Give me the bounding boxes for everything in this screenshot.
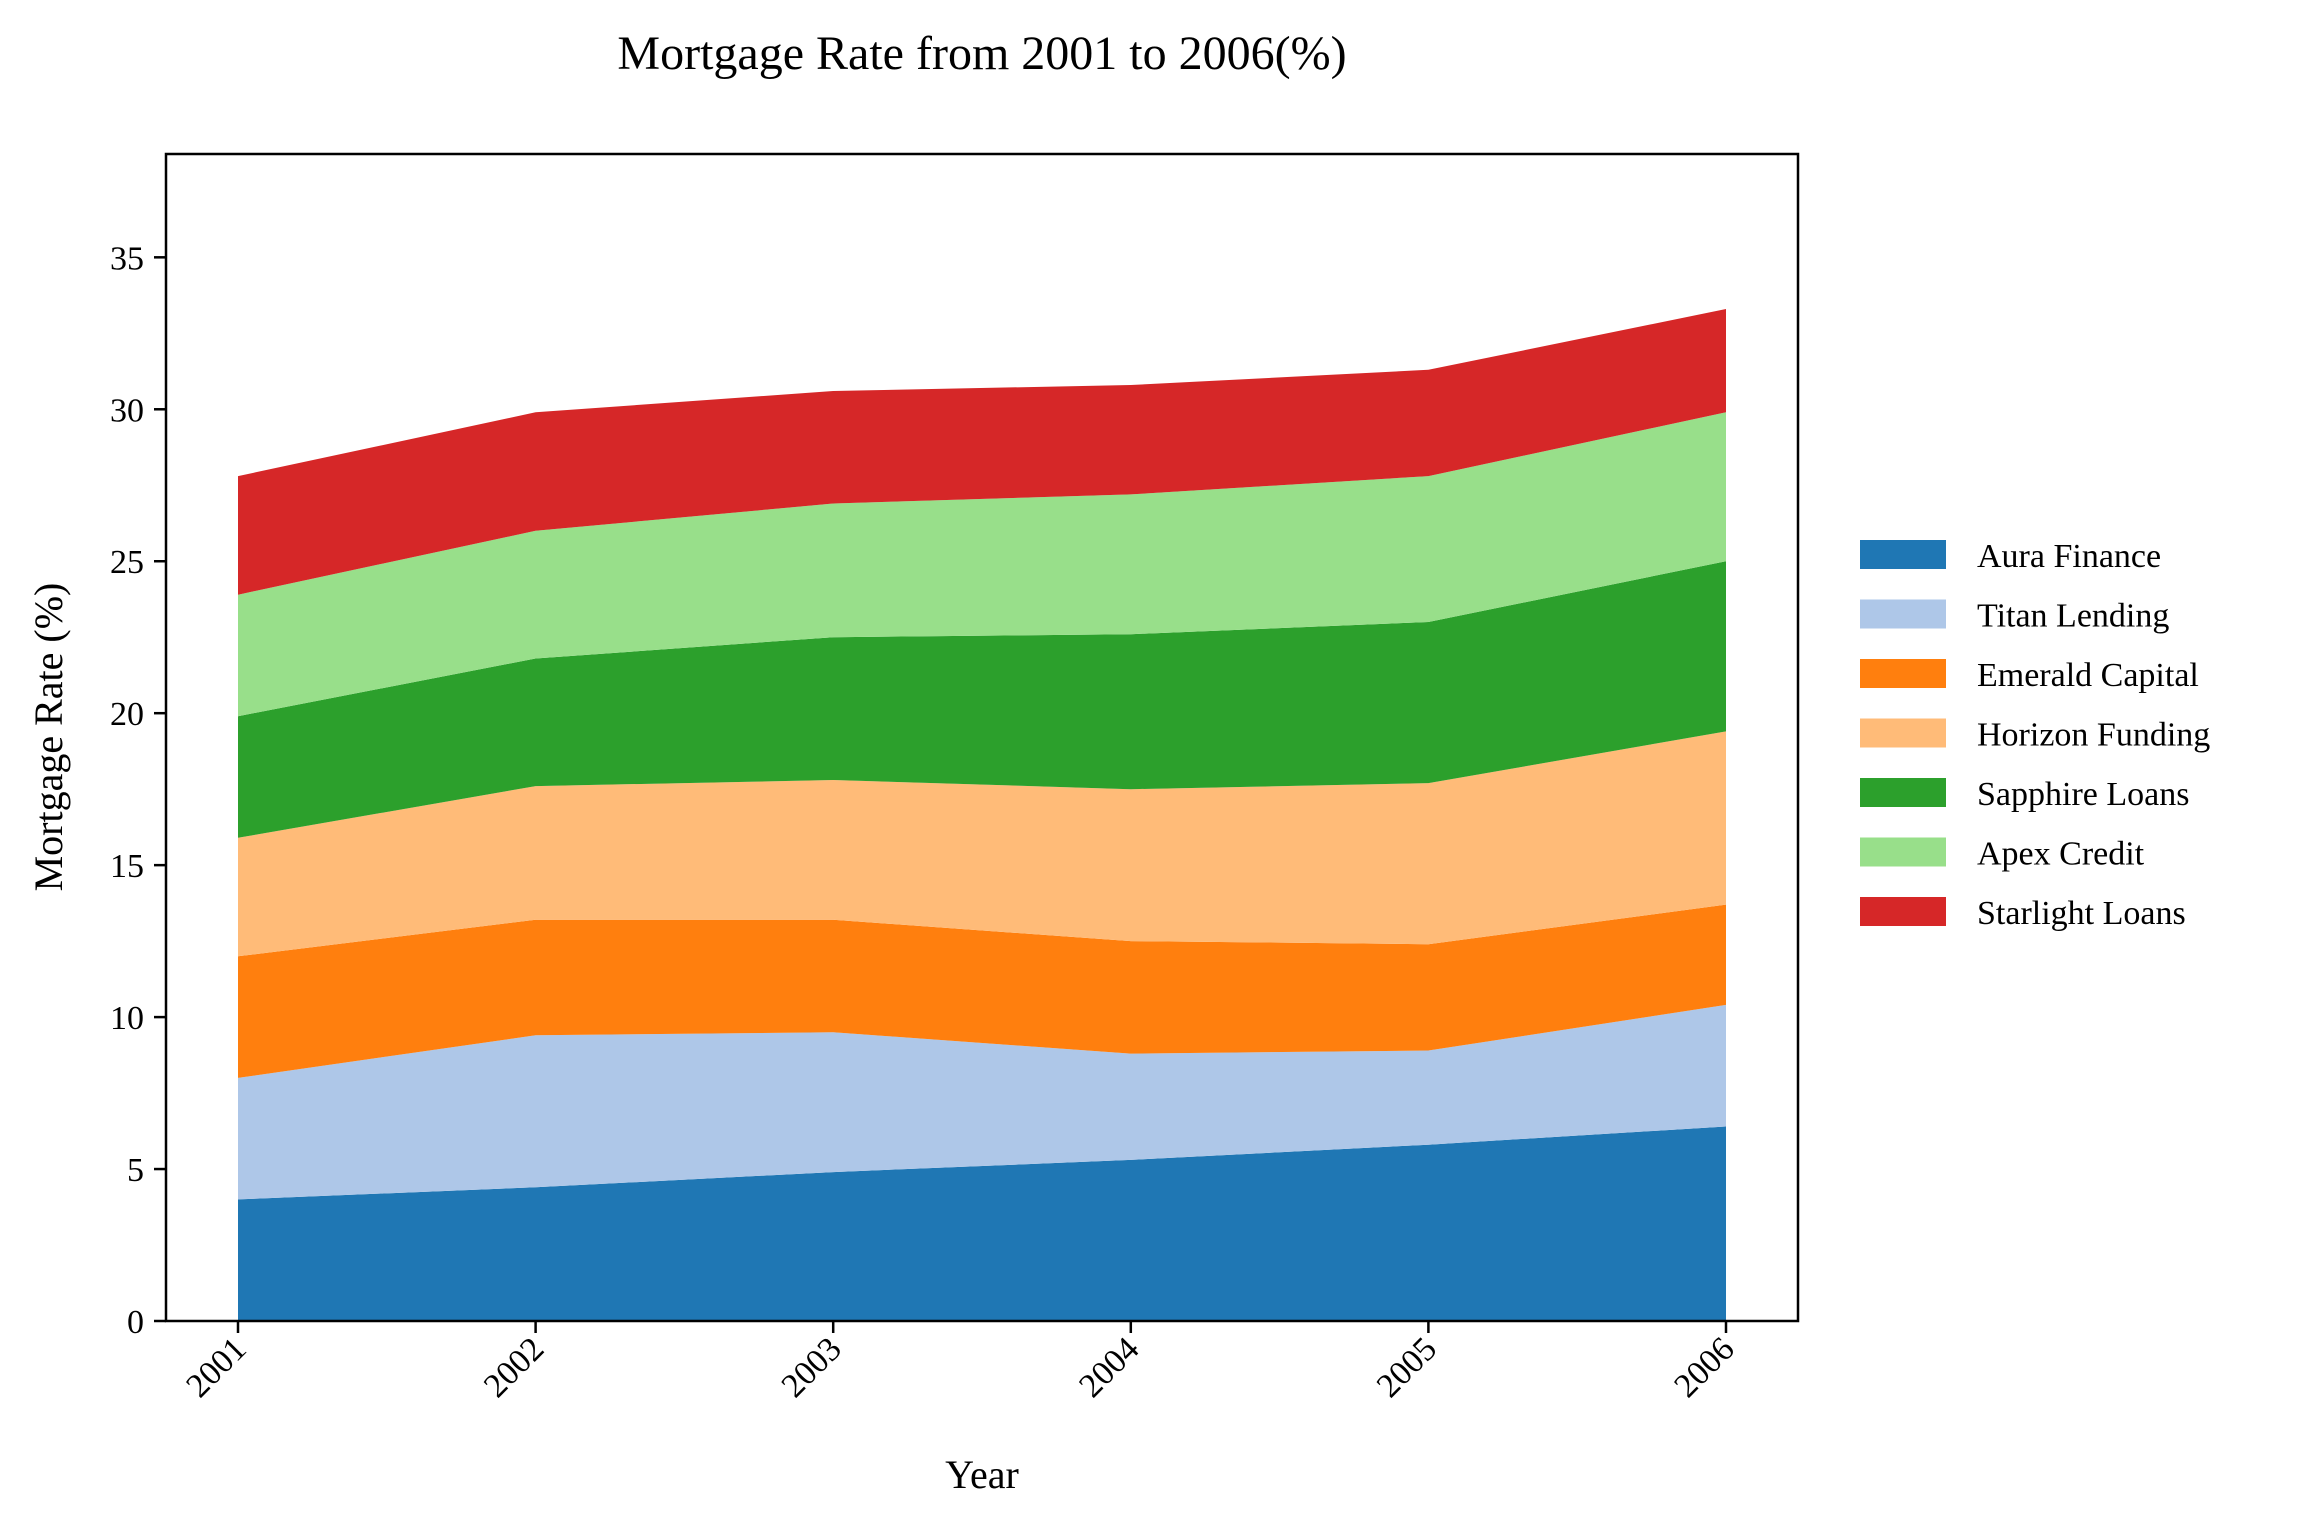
area-series-group	[238, 309, 1726, 1321]
legend-label-titan-lending: Titan Lending	[1977, 598, 2169, 635]
legend-label-aura-finance: Aura Finance	[1977, 538, 2161, 575]
legend-swatch-emerald-capital	[1860, 659, 1946, 688]
legend-swatch-horizon-funding	[1860, 718, 1946, 748]
legend-label-apex-credit: Apex Credit	[1977, 836, 2145, 873]
legend: Aura Finance Titan Lending Emerald Capital…	[1860, 538, 2210, 932]
x-tick-label: 2005	[1370, 1330, 1444, 1404]
y-tick-label: 25	[110, 544, 144, 581]
area-titan-lending	[238, 1004, 1726, 1200]
x-tick-label: 2004	[1072, 1330, 1146, 1404]
y-tick-label: 0	[127, 1304, 144, 1341]
chart-title: Mortgage Rate from 2001 to 2006(%)	[617, 27, 1346, 80]
legend-swatch-sapphire-loans	[1860, 778, 1946, 807]
plot-frame	[164, 152, 1800, 1323]
legend-label-starlight-loans: Starlight Loans	[1977, 895, 2186, 932]
x-tick-label: 2003	[775, 1330, 849, 1404]
y-tick-label: 5	[127, 1152, 144, 1189]
area-starlight-loans	[238, 309, 1726, 595]
x-axis: 2001 2002 2003 2004 2005 2006	[179, 1321, 1742, 1405]
y-tick-label: 10	[110, 1000, 144, 1037]
area-sapphire-loans	[238, 561, 1726, 838]
area-apex-credit	[238, 412, 1726, 717]
y-axis: 0 5 10 15 20 25 30 35	[110, 240, 166, 1341]
legend-label-sapphire-loans: Sapphire Loans	[1977, 776, 2189, 813]
y-axis-title: Mortgage Rate (%)	[26, 583, 71, 892]
x-tick-label: 2002	[477, 1330, 551, 1404]
area-horizon-funding	[238, 731, 1726, 957]
x-tick-label: 2001	[179, 1330, 253, 1404]
legend-swatch-titan-lending	[1860, 599, 1946, 629]
y-tick-label: 30	[110, 392, 144, 429]
y-tick-label: 20	[110, 696, 144, 733]
legend-label-emerald-capital: Emerald Capital	[1977, 657, 2199, 694]
legend-label-horizon-funding: Horizon Funding	[1977, 717, 2210, 754]
x-axis-title: Year	[945, 1452, 1019, 1497]
legend-swatch-starlight-loans	[1860, 897, 1946, 926]
y-tick-label: 15	[110, 848, 144, 885]
y-tick-label: 35	[110, 240, 144, 277]
x-tick-label: 2006	[1667, 1330, 1741, 1404]
legend-swatch-aura-finance	[1860, 540, 1946, 569]
legend-swatch-apex-credit	[1860, 837, 1946, 867]
area-aura-finance	[238, 1126, 1726, 1321]
area-emerald-capital	[238, 904, 1726, 1078]
